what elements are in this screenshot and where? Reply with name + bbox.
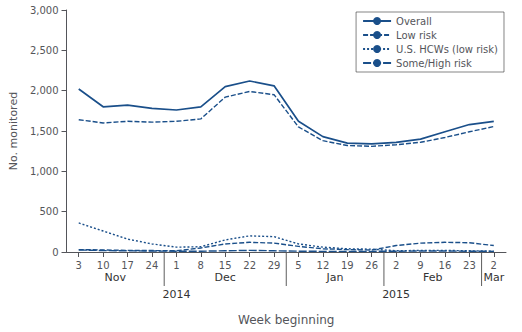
svg-text:26: 26: [365, 260, 378, 271]
svg-text:2014: 2014: [162, 288, 190, 301]
svg-text:8: 8: [198, 260, 204, 271]
svg-text:12: 12: [317, 260, 330, 271]
svg-text:Jan: Jan: [326, 271, 344, 284]
svg-text:1,000: 1,000: [30, 166, 59, 177]
svg-text:2,000: 2,000: [30, 85, 59, 96]
svg-text:9: 9: [417, 260, 423, 271]
svg-text:2015: 2015: [382, 288, 410, 301]
svg-text:24: 24: [146, 260, 159, 271]
svg-text:2: 2: [491, 260, 497, 271]
svg-text:Nov: Nov: [105, 271, 127, 284]
svg-text:3: 3: [76, 260, 82, 271]
svg-text:10: 10: [97, 260, 110, 271]
svg-text:U.S. HCWs (low risk): U.S. HCWs (low risk): [396, 44, 498, 55]
svg-text:Mar: Mar: [483, 271, 504, 284]
svg-text:16: 16: [439, 260, 452, 271]
svg-text:Feb: Feb: [423, 271, 442, 284]
svg-text:Low risk: Low risk: [396, 30, 437, 41]
svg-text:Dec: Dec: [215, 271, 236, 284]
svg-text:29: 29: [268, 260, 281, 271]
svg-text:0: 0: [52, 247, 58, 258]
svg-text:1: 1: [173, 260, 179, 271]
svg-text:15: 15: [219, 260, 232, 271]
svg-text:1,500: 1,500: [30, 126, 59, 137]
svg-text:5: 5: [295, 260, 301, 271]
svg-text:Some/High risk: Some/High risk: [396, 58, 472, 69]
svg-text:2: 2: [393, 260, 399, 271]
svg-text:3,000: 3,000: [30, 5, 59, 16]
svg-text:2,500: 2,500: [30, 45, 59, 56]
svg-text:Week beginning: Week beginning: [238, 313, 334, 327]
svg-text:19: 19: [341, 260, 354, 271]
svg-text:23: 23: [463, 260, 476, 271]
svg-text:17: 17: [121, 260, 134, 271]
svg-text:Overall: Overall: [396, 16, 432, 27]
svg-text:500: 500: [39, 206, 58, 217]
svg-text:No. monitored: No. monitored: [7, 92, 20, 170]
svg-text:22: 22: [243, 260, 256, 271]
